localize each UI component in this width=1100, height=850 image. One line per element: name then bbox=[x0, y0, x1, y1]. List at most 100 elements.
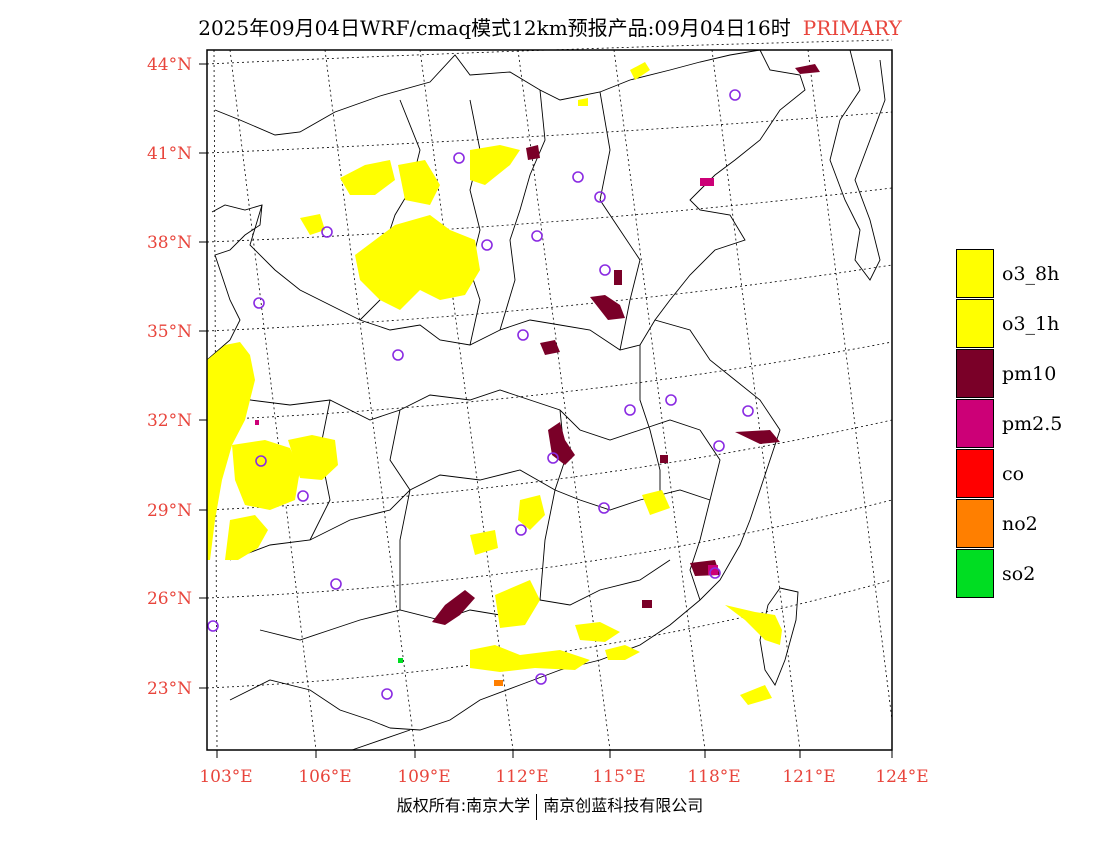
pm10-area-guangxi bbox=[432, 590, 475, 625]
lat-label: 41°N bbox=[147, 144, 192, 164]
pm10-area-hubei bbox=[548, 422, 575, 465]
pm10-area-beijing bbox=[526, 145, 540, 160]
lon-label: 106°E bbox=[298, 767, 351, 787]
station-marker bbox=[321, 226, 333, 238]
station-marker bbox=[515, 524, 527, 536]
lon-labels: 103°E 106°E 109°E 112°E 115°E 118°E 121°… bbox=[199, 767, 928, 787]
o3-area-ningxia bbox=[398, 160, 440, 205]
pm25-area-sichuan bbox=[255, 420, 259, 425]
lat-label: 23°N bbox=[147, 679, 192, 699]
lat-line-41 bbox=[206, 111, 893, 154]
province-boundaries bbox=[206, 49, 886, 751]
legend-swatch bbox=[956, 249, 994, 298]
o3-area-guangdong-coast bbox=[605, 645, 640, 660]
plot-frame bbox=[206, 49, 893, 751]
legend-label: co bbox=[1002, 463, 1025, 485]
pm25-area-fujian bbox=[708, 565, 718, 575]
legend-label: so2 bbox=[1002, 563, 1036, 585]
station-marker bbox=[624, 404, 636, 416]
border-southwest bbox=[229, 679, 391, 729]
border-mid-north bbox=[249, 204, 641, 351]
o3-area-west bbox=[207, 342, 255, 560]
station-marker bbox=[392, 349, 404, 361]
pm25-area-dalian bbox=[700, 178, 714, 186]
lon-label: 103°E bbox=[199, 767, 252, 787]
o3-area-guangdong bbox=[470, 645, 590, 672]
station-marker bbox=[207, 620, 219, 632]
so2-area-guangxi bbox=[398, 658, 403, 663]
station-marker bbox=[598, 502, 610, 514]
station-marker bbox=[594, 191, 606, 203]
legend-swatch bbox=[956, 349, 994, 398]
border-inner-3 bbox=[499, 89, 546, 331]
station-marker bbox=[481, 239, 493, 251]
lat-label: 29°N bbox=[147, 501, 192, 521]
station-marker bbox=[330, 578, 342, 590]
lat-ticks bbox=[199, 63, 207, 689]
border-inner-5 bbox=[639, 319, 661, 500]
legend-label: pm2.5 bbox=[1002, 413, 1063, 435]
border-north bbox=[214, 49, 761, 136]
copyright-owner: 版权所有:南京大学 bbox=[396, 796, 531, 815]
lon-label: 121°E bbox=[782, 767, 835, 787]
o3-areas bbox=[207, 62, 782, 705]
coastline bbox=[389, 49, 806, 731]
lat-line-26 bbox=[206, 499, 893, 599]
legend-swatch bbox=[956, 299, 994, 348]
o3-area-gansu bbox=[340, 160, 395, 195]
pm10-area-henan bbox=[540, 340, 560, 355]
station-marker bbox=[599, 264, 611, 276]
pm10-area-liaoning bbox=[795, 64, 820, 74]
o3-area-south-sea bbox=[740, 685, 772, 705]
station-marker bbox=[729, 89, 741, 101]
o3-area-shaanxi bbox=[355, 215, 480, 310]
o3-area-yunnan bbox=[225, 515, 268, 560]
lat-label: 35°N bbox=[147, 322, 192, 342]
lon-label: 109°E bbox=[397, 767, 450, 787]
o3-area-hebei-north bbox=[578, 98, 588, 106]
lon-label: 124°E bbox=[875, 767, 928, 787]
o3-area-hunan bbox=[518, 495, 545, 530]
station-marker bbox=[517, 329, 529, 341]
station-marker bbox=[713, 440, 725, 452]
border-vietnam bbox=[351, 729, 411, 751]
no2-area-guangdong bbox=[494, 680, 503, 686]
pm10-area-shandong bbox=[590, 295, 625, 320]
title-text: 2025年09月04日WRF/cmaq模式12km预报产品:09月04日16时 bbox=[198, 16, 791, 40]
lon-ticks bbox=[216, 750, 893, 758]
title-tag: PRIMARY bbox=[802, 16, 902, 40]
border-yangtze bbox=[214, 379, 701, 441]
station-marker bbox=[531, 230, 543, 242]
station-marker bbox=[547, 452, 559, 464]
pm10-area-fujian-west bbox=[642, 600, 652, 608]
o3-area-northeast bbox=[630, 62, 650, 80]
legend-label: pm10 bbox=[1002, 363, 1057, 385]
o3-area-jiangxi bbox=[642, 490, 670, 515]
lat-label: 38°N bbox=[147, 233, 192, 253]
border-inner-7 bbox=[389, 409, 411, 610]
lat-line-38 bbox=[206, 187, 893, 243]
border-west bbox=[206, 204, 263, 361]
station-marker bbox=[297, 490, 309, 502]
lat-label: 26°N bbox=[147, 589, 192, 609]
station-marker bbox=[255, 455, 267, 467]
legend-label: o3_8h bbox=[1002, 263, 1060, 285]
lat-label: 44°N bbox=[147, 55, 192, 75]
pm10-area-shandong-west bbox=[614, 270, 622, 285]
station-marker bbox=[253, 297, 265, 309]
o3-area-sichuan-east bbox=[288, 435, 338, 480]
legend-swatch bbox=[956, 399, 994, 448]
o3-area-guangxi-north bbox=[495, 580, 540, 628]
legend-swatch bbox=[956, 449, 994, 498]
o3-area-sichuan bbox=[232, 440, 300, 510]
station-marker bbox=[709, 567, 721, 579]
border-inner-4 bbox=[599, 91, 641, 351]
pm10-area-jiangxi bbox=[660, 455, 668, 463]
copyright-company: 南京创蓝科技有限公司 bbox=[543, 796, 704, 815]
station-marker bbox=[665, 394, 677, 406]
lon-label: 115°E bbox=[592, 767, 645, 787]
station-marker bbox=[572, 171, 584, 183]
legend-swatch bbox=[956, 499, 994, 548]
border-south bbox=[259, 559, 671, 641]
